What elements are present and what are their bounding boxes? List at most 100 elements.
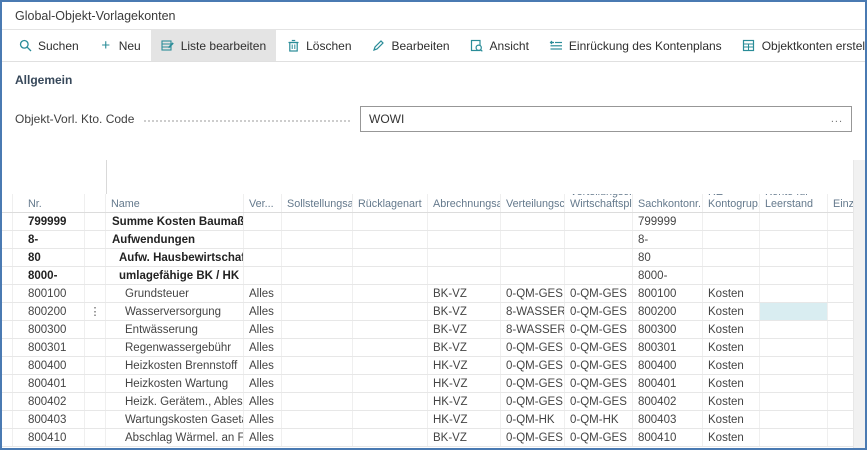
- cell-name[interactable]: Wartungskosten Gasetage...: [106, 411, 244, 428]
- cell-ruecklagenart[interactable]: [353, 375, 428, 392]
- cell-einzelt[interactable]: [828, 411, 853, 428]
- cell-ruecklagenart[interactable]: [353, 267, 428, 284]
- header-verteilungsschluessel-wirtschaftsplan[interactable]: Verteilungsc... Wirtschaftspl...: [565, 194, 633, 212]
- cell-sachkontonr[interactable]: 800200: [633, 303, 703, 320]
- cell-vermietungsart[interactable]: Alles: [244, 339, 282, 356]
- cell-nr[interactable]: 80: [13, 249, 85, 266]
- cell-sachkontonr[interactable]: 80: [633, 249, 703, 266]
- cell-abrechnungsart[interactable]: BK-VZ: [428, 429, 501, 446]
- cell-konto-fuer-leerstand[interactable]: [760, 303, 828, 320]
- row-menu-icon[interactable]: [85, 429, 106, 446]
- header-name[interactable]: Name: [106, 194, 244, 212]
- cell-sollstellungsart[interactable]: [282, 411, 353, 428]
- header-verteilungsschluessel[interactable]: Verteilungsc...: [501, 194, 565, 212]
- cell-abrechnungsart[interactable]: HK-VZ: [428, 393, 501, 410]
- cell-sachkontonr[interactable]: 8-: [633, 231, 703, 248]
- toolbar-button-ansicht[interactable]: Ansicht: [460, 30, 539, 61]
- row-menu-icon[interactable]: [85, 411, 106, 428]
- cell-verteilungsschluessel[interactable]: 0-QM-HK: [501, 411, 565, 428]
- cell-nr[interactable]: 8-: [13, 231, 85, 248]
- cell-sollstellungsart[interactable]: [282, 375, 353, 392]
- cell-sollstellungsart[interactable]: [282, 285, 353, 302]
- cell-einzelt[interactable]: [828, 429, 853, 446]
- cell-name[interactable]: Heizkosten Brennstoff: [106, 357, 244, 374]
- header-sachkontonr[interactable]: Sachkontonr.: [633, 194, 703, 212]
- cell-vermietungsart[interactable]: Alles: [244, 321, 282, 338]
- row-menu-icon[interactable]: [85, 249, 106, 266]
- cell-einzelt[interactable]: [828, 375, 853, 392]
- cell-verteilungsschluessel[interactable]: [501, 249, 565, 266]
- cell-ruecklagenart[interactable]: [353, 411, 428, 428]
- cell-verteilungsschluessel[interactable]: 0-QM-GES: [501, 339, 565, 356]
- objekt-vorl-kto-code-input[interactable]: WOWI ...: [360, 106, 852, 132]
- cell-abrechnungsart[interactable]: HK-VZ: [428, 411, 501, 428]
- cell-abrechnungsart[interactable]: HK-VZ: [428, 357, 501, 374]
- cell-re-kontogruppe[interactable]: [703, 213, 760, 230]
- assist-edit-button[interactable]: ...: [830, 113, 843, 125]
- row-menu-icon[interactable]: [85, 231, 106, 248]
- cell-verteilungsschluessel-wirtschaftsplan[interactable]: [565, 267, 633, 284]
- cell-ruecklagenart[interactable]: [353, 393, 428, 410]
- cell-sollstellungsart[interactable]: [282, 339, 353, 356]
- cell-sachkontonr[interactable]: 799999: [633, 213, 703, 230]
- cell-konto-fuer-leerstand[interactable]: [760, 339, 828, 356]
- cell-sachkontonr[interactable]: 800301: [633, 339, 703, 356]
- cell-verteilungsschluessel[interactable]: 0-QM-GES: [501, 285, 565, 302]
- cell-vermietungsart[interactable]: [244, 213, 282, 230]
- cell-einzelt[interactable]: [828, 249, 853, 266]
- cell-verteilungsschluessel-wirtschaftsplan[interactable]: 0-QM-GES: [565, 285, 633, 302]
- cell-vermietungsart[interactable]: [244, 267, 282, 284]
- cell-abrechnungsart[interactable]: BK-VZ: [428, 339, 501, 356]
- cell-ruecklagenart[interactable]: [353, 339, 428, 356]
- toolbar-button-objektkonten-erstellen[interactable]: Objektkonten erstellen: [732, 30, 865, 61]
- cell-verteilungsschluessel[interactable]: [501, 267, 565, 284]
- cell-abrechnungsart[interactable]: HK-VZ: [428, 375, 501, 392]
- cell-abrechnungsart[interactable]: BK-VZ: [428, 303, 501, 320]
- cell-re-kontogruppe[interactable]: Kosten: [703, 375, 760, 392]
- cell-konto-fuer-leerstand[interactable]: [760, 249, 828, 266]
- cell-konto-fuer-leerstand[interactable]: [760, 231, 828, 248]
- cell-einzelt[interactable]: [828, 321, 853, 338]
- cell-sollstellungsart[interactable]: [282, 429, 353, 446]
- cell-verteilungsschluessel[interactable]: 8-WASSER: [501, 303, 565, 320]
- cell-sachkontonr[interactable]: 800402: [633, 393, 703, 410]
- cell-einzelt[interactable]: [828, 339, 853, 356]
- header-einzelt[interactable]: Einzelt: [833, 197, 853, 210]
- header-sollstellungsart[interactable]: Sollstellungsart: [282, 194, 353, 212]
- cell-sollstellungsart[interactable]: [282, 249, 353, 266]
- cell-einzelt[interactable]: [828, 213, 853, 230]
- cell-ruecklagenart[interactable]: [353, 285, 428, 302]
- cell-sachkontonr[interactable]: 800100: [633, 285, 703, 302]
- cell-verteilungsschluessel-wirtschaftsplan[interactable]: 0-QM-GES: [565, 303, 633, 320]
- cell-abrechnungsart[interactable]: [428, 231, 501, 248]
- cell-einzelt[interactable]: [828, 285, 853, 302]
- cell-re-kontogruppe[interactable]: Kosten: [703, 429, 760, 446]
- cell-verteilungsschluessel-wirtschaftsplan[interactable]: 0-QM-GES: [565, 429, 633, 446]
- cell-sollstellungsart[interactable]: [282, 231, 353, 248]
- cell-vermietungsart[interactable]: Alles: [244, 357, 282, 374]
- cell-vermietungsart[interactable]: [244, 249, 282, 266]
- cell-vermietungsart[interactable]: Alles: [244, 411, 282, 428]
- toolbar-button-liste-bearbeiten[interactable]: Liste bearbeiten: [150, 30, 277, 61]
- cell-vermietungsart[interactable]: Alles: [244, 393, 282, 410]
- cell-re-kontogruppe[interactable]: Kosten: [703, 285, 760, 302]
- cell-konto-fuer-leerstand[interactable]: [760, 285, 828, 302]
- row-menu-icon[interactable]: ⋮: [85, 303, 106, 320]
- cell-sachkontonr[interactable]: 800401: [633, 375, 703, 392]
- cell-einzelt[interactable]: [828, 303, 853, 320]
- cell-einzelt[interactable]: [828, 357, 853, 374]
- row-menu-icon[interactable]: [85, 375, 106, 392]
- cell-re-kontogruppe[interactable]: Kosten: [703, 303, 760, 320]
- cell-name[interactable]: Abschlag Wärmel. an Frem...: [106, 429, 244, 446]
- cell-ruecklagenart[interactable]: [353, 231, 428, 248]
- cell-verteilungsschluessel[interactable]: 0-QM-GES: [501, 393, 565, 410]
- cell-verteilungsschluessel-wirtschaftsplan[interactable]: [565, 231, 633, 248]
- cell-abrechnungsart[interactable]: [428, 267, 501, 284]
- toolbar-button-neu[interactable]: + Neu: [89, 30, 151, 61]
- toolbar-button-suchen[interactable]: Suchen: [8, 30, 89, 61]
- toolbar-button-loeschen[interactable]: Löschen: [276, 30, 361, 61]
- cell-sollstellungsart[interactable]: [282, 303, 353, 320]
- cell-verteilungsschluessel[interactable]: 0-QM-GES: [501, 375, 565, 392]
- cell-konto-fuer-leerstand[interactable]: [760, 393, 828, 410]
- cell-konto-fuer-leerstand[interactable]: [760, 321, 828, 338]
